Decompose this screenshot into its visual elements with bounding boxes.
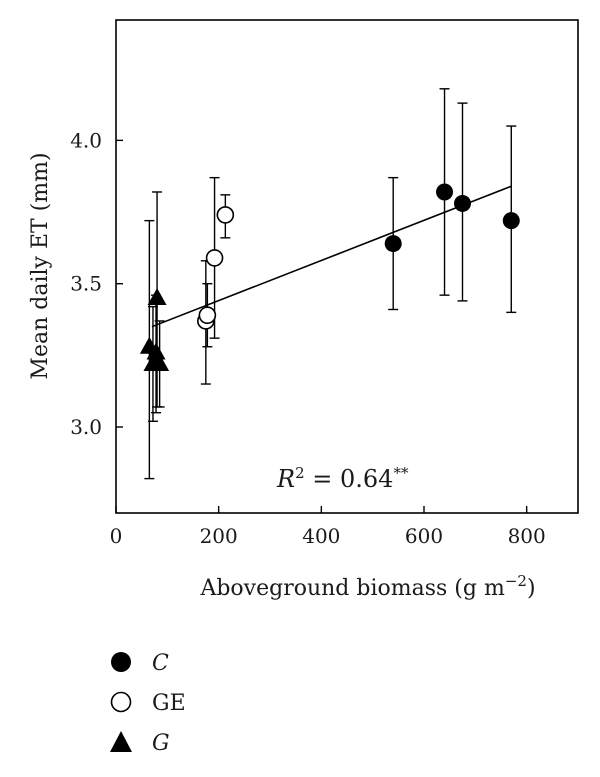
x-tick-label: 800 (508, 524, 546, 548)
data-point-filled-triangle (146, 342, 166, 360)
data-point-filled-circle (436, 183, 454, 201)
y-tick-label: 3.0 (70, 415, 102, 439)
legend-item-ge: GE (110, 691, 186, 716)
legend-label-ge: GE (152, 691, 186, 716)
x-tick-label: 400 (302, 524, 340, 548)
legend-filled-circle-icon (111, 652, 131, 672)
legend-item-g: G (110, 731, 170, 756)
legend-filled-triangle-icon (110, 731, 132, 752)
x-tick-label: 0 (110, 524, 123, 548)
data-point-open-circle (205, 249, 224, 267)
x-axis-title-sup: −2 (505, 572, 527, 590)
legend-open-circle-icon (110, 691, 132, 713)
x-axis-title-close: ) (527, 576, 536, 601)
regression-line (151, 185, 512, 328)
data-point-open-circle (216, 206, 235, 224)
error-bars (144, 88, 517, 480)
annotation-significance: ** (393, 464, 409, 482)
y-tick-label: 4.0 (70, 128, 102, 152)
y-axis-ticks: 3.0 3.5 4.0 (70, 128, 123, 439)
legend-item-c: C (111, 651, 169, 676)
legend: C GE G (110, 651, 186, 756)
annotation-r-sup: 2 (295, 464, 305, 482)
data-point-filled-triangle (150, 353, 170, 371)
annotation-r-squared: R2 = 0.64** (276, 464, 409, 493)
data-point-filled-circle (384, 235, 402, 253)
legend-label-c: C (152, 651, 169, 676)
data-point-open-circle (198, 306, 217, 325)
annotation-r: R (276, 465, 295, 493)
data-point-filled-circle (454, 194, 471, 212)
y-axis-title: Mean daily ET (mm) (28, 152, 53, 379)
x-axis-title-text: Aboveground biomass (g m (199, 576, 504, 601)
x-tick-label: 600 (405, 524, 443, 548)
annotation-equation: = 0.64 (305, 465, 394, 493)
data-point-filled-circle (502, 212, 520, 230)
plot-frame (115, 19, 579, 514)
y-tick-label: 3.5 (70, 272, 102, 296)
data-point-filled-triangle (147, 288, 167, 306)
x-tick-label: 200 (200, 524, 238, 548)
regression-layer (151, 185, 512, 328)
x-axis-ticks: 0 200 400 600 800 (110, 506, 546, 548)
x-axis-title: Aboveground biomass (g m−2) (199, 572, 535, 601)
data-markers (139, 183, 520, 371)
legend-label-g: G (152, 731, 170, 756)
